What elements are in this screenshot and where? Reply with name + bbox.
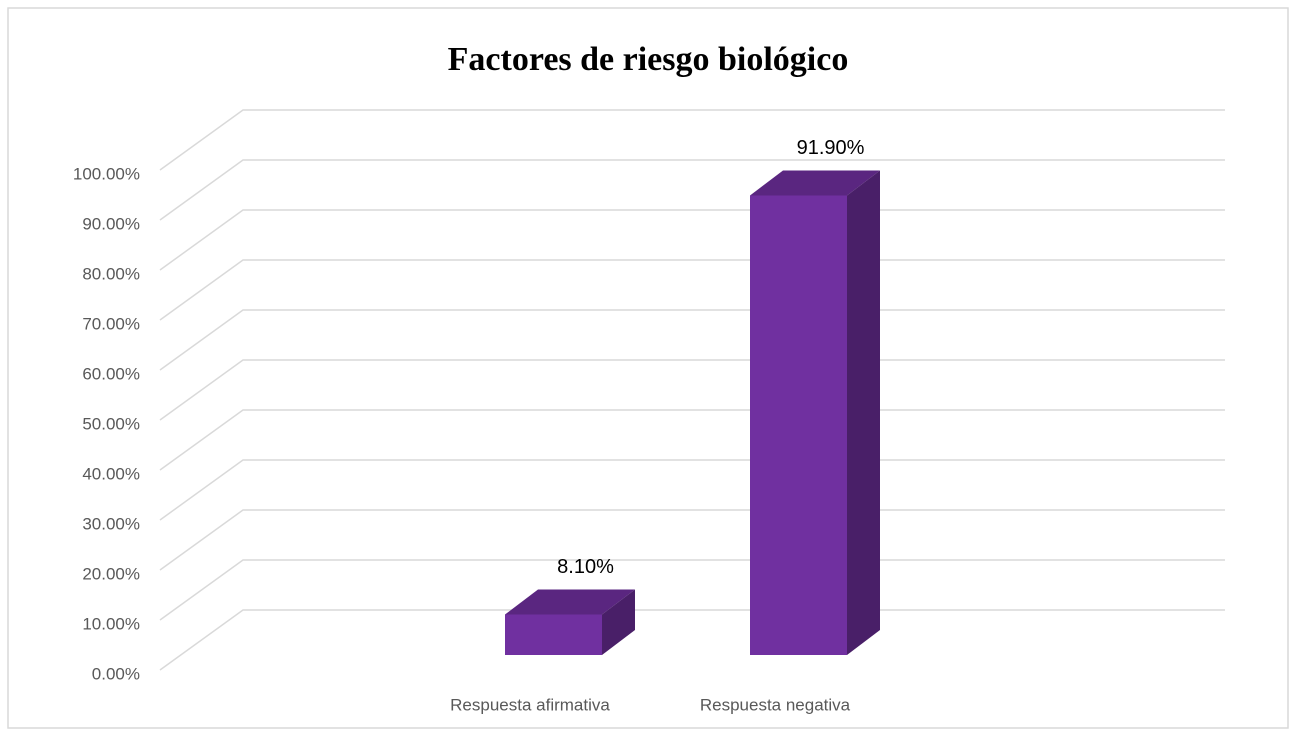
- y-tick-label: 90.00%: [82, 214, 140, 233]
- bar-side: [602, 589, 635, 655]
- y-tick-label: 40.00%: [82, 464, 140, 483]
- grid-line: [159, 209, 1225, 271]
- x-tick-label: Respuesta negativa: [700, 695, 851, 714]
- y-tick-label: 100.00%: [73, 164, 140, 183]
- bar-front: [505, 614, 602, 655]
- y-tick-label: 0.00%: [92, 664, 140, 683]
- grid-line: [159, 109, 1225, 171]
- x-tick-label: Respuesta afirmativa: [450, 695, 610, 714]
- chart-border: [7, 7, 1289, 729]
- grid-line: [159, 459, 1225, 521]
- y-tick-label: 50.00%: [82, 414, 140, 433]
- grid-line: [159, 309, 1225, 371]
- bar-top: [505, 589, 635, 615]
- y-tick-label: 10.00%: [82, 614, 140, 633]
- grid-line: [159, 409, 1225, 471]
- grid-line: [159, 359, 1225, 421]
- y-tick-label: 80.00%: [82, 264, 140, 283]
- grid-line: [159, 509, 1225, 571]
- grid-line: [159, 609, 1225, 671]
- bar-front: [750, 195, 847, 655]
- grid-line: [159, 259, 1225, 321]
- y-tick-label: 70.00%: [82, 314, 140, 333]
- grid-line: [159, 159, 1225, 221]
- value-label: 91.90%: [797, 137, 865, 159]
- value-label: 8.10%: [557, 556, 614, 578]
- bar-side: [847, 170, 880, 655]
- chart-title: Factores de riesgo biológico: [448, 41, 849, 78]
- bar-top: [750, 170, 880, 196]
- grid-line: [159, 559, 1225, 621]
- y-tick-label: 20.00%: [82, 564, 140, 583]
- y-tick-label: 30.00%: [82, 514, 140, 533]
- y-tick-label: 60.00%: [82, 364, 140, 383]
